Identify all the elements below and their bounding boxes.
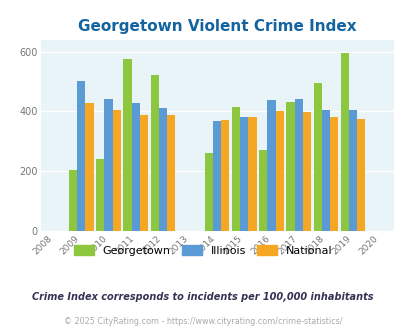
Bar	[205, 153, 213, 231]
Bar	[286, 102, 294, 231]
Bar	[267, 100, 275, 231]
Bar	[150, 76, 158, 231]
Bar	[139, 115, 147, 231]
Bar	[302, 112, 310, 231]
Bar	[131, 103, 139, 231]
Bar	[232, 107, 240, 231]
Bar	[329, 117, 337, 231]
Bar	[248, 117, 256, 231]
Bar	[213, 121, 221, 231]
Bar	[166, 115, 175, 231]
Bar	[77, 82, 85, 231]
Bar	[348, 110, 356, 231]
Bar	[294, 99, 302, 231]
Bar	[321, 110, 329, 231]
Bar	[104, 99, 112, 231]
Legend: Georgetown, Illinois, National: Georgetown, Illinois, National	[69, 241, 336, 260]
Bar	[96, 159, 104, 231]
Title: Georgetown Violent Crime Index: Georgetown Violent Crime Index	[78, 19, 356, 34]
Bar	[123, 59, 131, 231]
Bar	[112, 110, 120, 231]
Bar	[85, 103, 93, 231]
Bar	[69, 170, 77, 231]
Bar	[275, 112, 283, 231]
Bar	[313, 83, 321, 231]
Bar	[259, 150, 267, 231]
Text: Crime Index corresponds to incidents per 100,000 inhabitants: Crime Index corresponds to incidents per…	[32, 292, 373, 302]
Bar	[240, 117, 248, 231]
Bar	[340, 53, 348, 231]
Bar	[158, 108, 166, 231]
Bar	[221, 120, 229, 231]
Bar	[356, 118, 364, 231]
Text: © 2025 CityRating.com - https://www.cityrating.com/crime-statistics/: © 2025 CityRating.com - https://www.city…	[64, 317, 341, 326]
